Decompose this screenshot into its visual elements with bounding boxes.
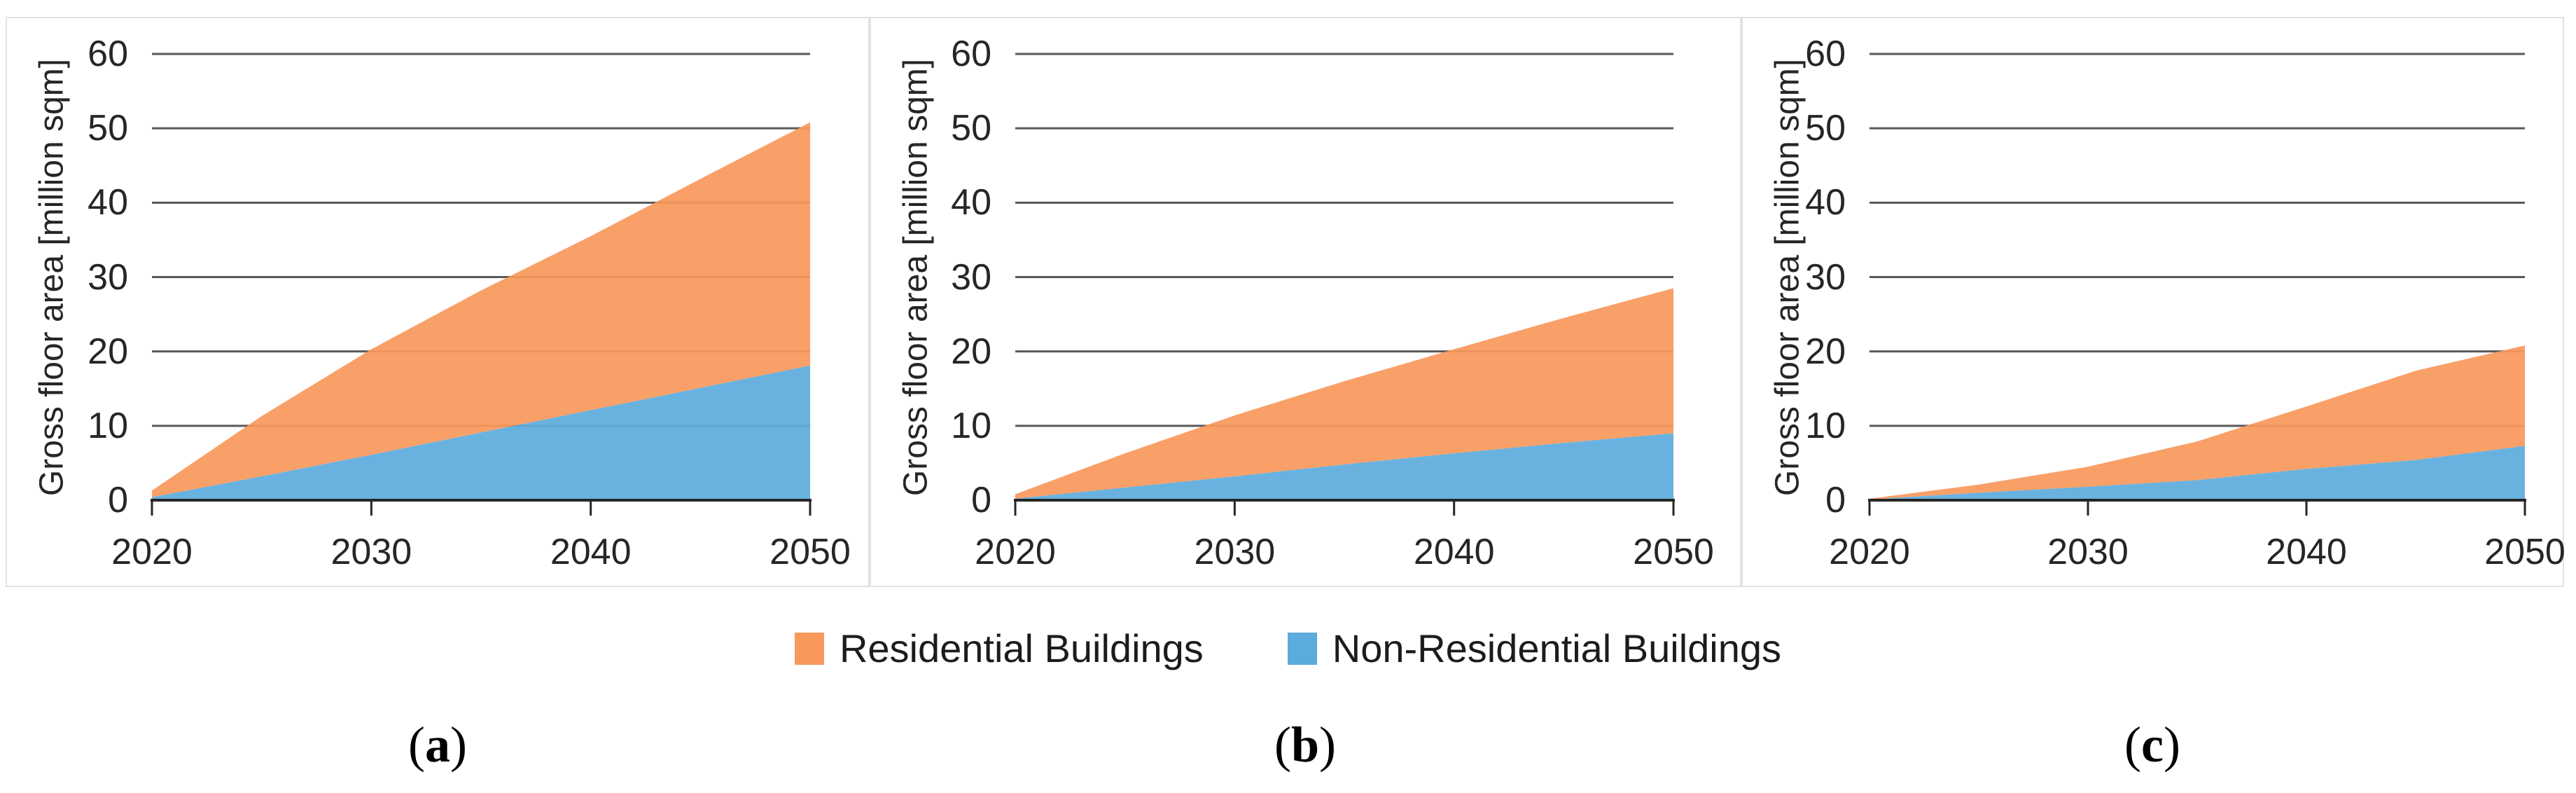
legend-swatch-icon	[1287, 632, 1317, 665]
legend: Residential Buildings Non-Residential Bui…	[0, 626, 2576, 671]
y-tick-label: 0	[1825, 480, 1846, 520]
x-tick-label: 2050	[1633, 532, 1714, 572]
y-tick-label: 50	[88, 108, 128, 149]
legend-label: Non-Residential Buildings	[1332, 626, 1782, 670]
legend-label: Residential Buildings	[839, 626, 1204, 670]
plot-area-a	[151, 53, 812, 516]
y-tick-label: 40	[1805, 182, 1846, 223]
panel-caption-b: (b)	[1274, 717, 1337, 773]
y-tick-label: 10	[951, 405, 991, 446]
y-tick-label: 50	[951, 108, 991, 149]
y-tick-label: 50	[1805, 108, 1846, 149]
y-tick-label: 40	[88, 182, 128, 223]
y-tick-label: 60	[951, 34, 991, 74]
y-tick-label: 30	[88, 256, 128, 298]
area-non-residential	[1015, 433, 1673, 500]
y-tick-label: 10	[1805, 405, 1846, 446]
area-residential	[152, 122, 810, 497]
chart-panel-b: Gross floor area [million sqm] 0 10 20 30 40 5…	[870, 17, 1741, 587]
x-tick-label: 2040	[2266, 532, 2347, 572]
y-tick-label: 30	[1805, 256, 1846, 298]
y-tick-label: 30	[951, 256, 991, 298]
caption-letter: b	[1290, 717, 1320, 773]
y-tick-label: 60	[88, 34, 128, 74]
caption-letter: a	[425, 717, 450, 773]
y-tick-label: 0	[108, 480, 128, 520]
y-tick-label: 20	[951, 331, 991, 372]
y-tick-label: 20	[88, 331, 128, 372]
y-tick-label: 60	[1805, 34, 1846, 74]
x-tick-label: 2050	[2484, 532, 2565, 572]
x-tick-label: 2040	[1413, 532, 1495, 572]
x-tick-label: 2040	[550, 532, 632, 572]
chart-panel-a: Gross floor area [million sqm] 0 10 20 30 40 5…	[6, 17, 870, 587]
chart-panel-c: Gross floor area [million sqm] 0 10 20 30 40 5…	[1741, 17, 2565, 587]
area-non-residential	[1870, 446, 2525, 500]
legend-item-residential: Residential Buildings	[794, 626, 1204, 671]
area-residential	[1870, 345, 2525, 499]
y-tick-label: 20	[1805, 331, 1846, 372]
legend-item-non-residential: Non-Residential Buildings	[1287, 626, 1782, 671]
plot-area-b	[1014, 53, 1675, 516]
y-tick-label: 40	[951, 182, 991, 223]
x-tick-label: 2020	[111, 532, 193, 572]
x-tick-label: 2030	[1194, 532, 1276, 572]
caption-letter: c	[2141, 717, 2164, 773]
panel-caption-a: (a)	[408, 717, 467, 773]
x-tick-label: 2030	[2047, 532, 2129, 572]
y-tick-label: 0	[971, 480, 991, 520]
x-tick-label: 2030	[330, 532, 412, 572]
panel-caption-c: (c)	[2124, 717, 2180, 773]
x-tick-label: 2020	[975, 532, 1056, 572]
x-tick-label: 2020	[1829, 532, 1910, 572]
x-tick-label: 2050	[770, 532, 851, 572]
legend-swatch-icon	[794, 632, 824, 665]
area-non-residential	[152, 365, 810, 500]
y-tick-label: 10	[88, 405, 128, 446]
area-residential	[1015, 288, 1673, 499]
plot-area-c	[1868, 53, 2526, 516]
